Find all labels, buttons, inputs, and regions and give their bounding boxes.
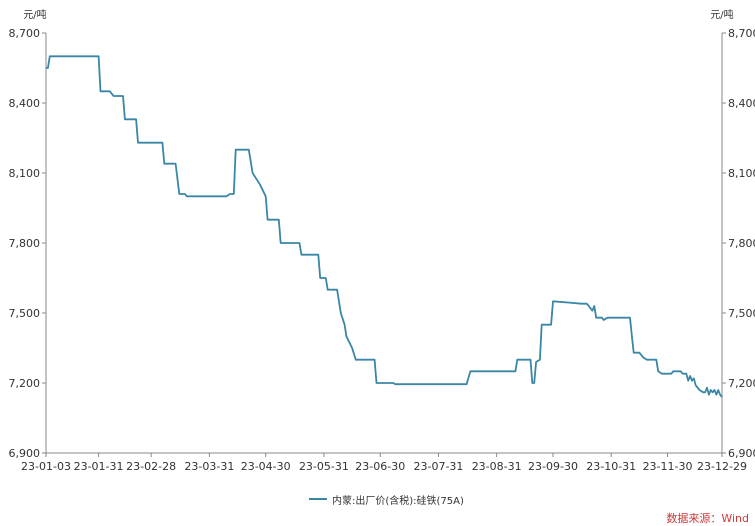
y-tick-label-left: 8,400 [9,97,41,110]
y-tick-label-right: 6,900 [728,447,755,460]
y-tick-label-right: 8,100 [728,167,755,180]
y-tick-label-left: 8,100 [9,167,41,180]
y-tick-label-right: 8,400 [728,97,755,110]
x-tick-label: 23-06-30 [355,460,405,473]
y-tick-label-right: 7,200 [728,377,755,390]
x-tick-label: 23-07-31 [413,460,463,473]
axes: 元/吨 元/吨 6,900 6,900 7,200 7,200 7,500 7,500 7,80… [9,8,755,473]
plot-area [46,56,722,397]
x-tick-label: 23-02-28 [126,460,176,473]
x-tick-label: 23-12-29 [697,460,747,473]
x-tick-label: 23-11-30 [643,460,693,473]
x-tick-label: 23-08-31 [472,460,522,473]
y-tick-label-right: 7,500 [728,307,755,320]
x-tick-label: 23-05-31 [299,460,349,473]
x-tick-label: 23-03-31 [184,460,234,473]
x-tick-label: 23-10-31 [586,460,636,473]
x-tick-label: 23-04-30 [241,460,291,473]
y-unit-label-right: 元/吨 [710,8,733,21]
y-tick-label-left: 8,700 [9,27,41,40]
y-tick-label-left: 7,200 [9,377,41,390]
x-tick-label: 23-01-31 [74,460,124,473]
series-line [46,56,722,397]
y-tick-label-right: 8,700 [728,27,755,40]
legend-swatch [309,498,327,500]
x-tick-label: 23-01-03 [21,460,71,473]
x-tick-label: 23-09-30 [528,460,578,473]
y-unit-label-left: 元/吨 [23,8,46,21]
legend-label: 内蒙:出厂价(含税):硅铁(75A) [332,492,464,507]
y-tick-label-right: 7,800 [728,237,755,250]
source-note: 数据来源：Wind [666,510,749,526]
y-tick-label-left: 6,900 [9,447,41,460]
legend: 内蒙:出厂价(含税):硅铁(75A) [309,492,464,506]
y-tick-label-left: 7,800 [9,237,41,250]
y-tick-label-left: 7,500 [9,307,41,320]
